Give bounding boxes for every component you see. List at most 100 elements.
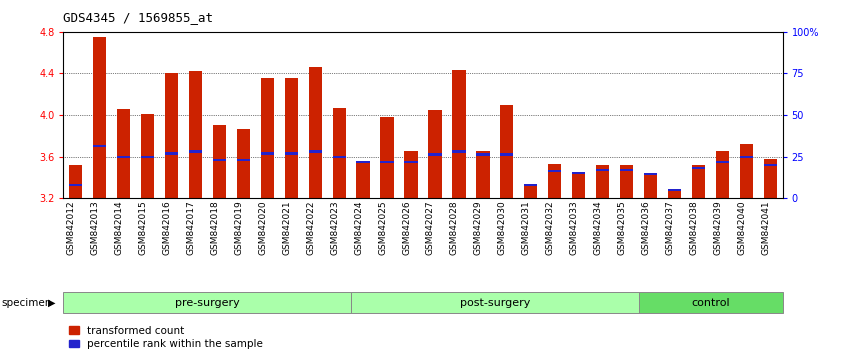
Bar [165, 152, 178, 155]
Text: GSM842017: GSM842017 [186, 200, 195, 255]
Text: GSM842030: GSM842030 [498, 200, 507, 255]
Bar [668, 189, 681, 191]
Text: GSM842021: GSM842021 [283, 200, 291, 255]
Text: GSM842015: GSM842015 [139, 200, 147, 255]
Bar [500, 153, 514, 156]
Bar [453, 150, 465, 153]
Text: GSM842024: GSM842024 [354, 200, 363, 255]
Bar [476, 152, 490, 198]
Bar [140, 114, 154, 198]
Bar [261, 152, 274, 155]
Bar [692, 167, 706, 169]
Bar [692, 165, 706, 198]
Bar [525, 184, 537, 186]
Bar [69, 184, 82, 186]
Bar [620, 169, 634, 171]
Text: GSM842037: GSM842037 [666, 200, 674, 255]
Text: GSM842016: GSM842016 [162, 200, 171, 255]
Bar [716, 152, 729, 198]
Bar [596, 165, 609, 198]
Text: specimen: specimen [2, 298, 52, 308]
Text: GSM842032: GSM842032 [546, 200, 555, 255]
Text: GSM842033: GSM842033 [570, 200, 579, 255]
Bar [381, 117, 393, 198]
Text: control: control [691, 298, 730, 308]
Text: GSM842026: GSM842026 [402, 200, 411, 255]
Bar [140, 155, 154, 158]
Text: GSM842012: GSM842012 [67, 200, 75, 255]
Bar [740, 144, 753, 198]
Bar [381, 161, 393, 163]
Bar [63, 292, 351, 313]
Bar [572, 172, 585, 175]
Bar [596, 169, 609, 171]
Text: GSM842023: GSM842023 [330, 200, 339, 255]
Bar [716, 161, 729, 163]
Text: pre-surgery: pre-surgery [175, 298, 239, 308]
Bar [117, 155, 130, 158]
Bar [261, 78, 274, 198]
Text: post-surgery: post-surgery [459, 298, 530, 308]
Text: GSM842036: GSM842036 [642, 200, 651, 255]
Bar [332, 155, 346, 158]
Bar [639, 292, 783, 313]
Bar [525, 185, 537, 198]
Bar [117, 109, 130, 198]
Bar [69, 165, 82, 198]
Text: GSM842040: GSM842040 [738, 200, 746, 255]
Text: GSM842028: GSM842028 [450, 200, 459, 255]
Text: GSM842018: GSM842018 [211, 200, 219, 255]
Bar [548, 164, 562, 198]
Text: GSM842014: GSM842014 [114, 200, 124, 255]
Text: GSM842034: GSM842034 [594, 200, 602, 255]
Bar [93, 145, 106, 147]
Text: GSM842029: GSM842029 [474, 200, 483, 255]
Bar [189, 72, 202, 198]
Bar [356, 161, 370, 163]
Bar [644, 173, 657, 176]
Text: GSM842025: GSM842025 [378, 200, 387, 255]
Bar [476, 153, 490, 156]
Legend: transformed count, percentile rank within the sample: transformed count, percentile rank withi… [69, 326, 263, 349]
Bar [740, 155, 753, 158]
Bar [668, 190, 681, 198]
Text: GSM842035: GSM842035 [618, 200, 627, 255]
Text: GSM842039: GSM842039 [714, 200, 722, 255]
Text: GSM842027: GSM842027 [426, 200, 435, 255]
Bar [428, 110, 442, 198]
Bar [453, 70, 465, 198]
Text: ▶: ▶ [47, 298, 55, 308]
Bar [644, 174, 657, 198]
Bar [237, 129, 250, 198]
Bar [404, 152, 418, 198]
Bar [332, 108, 346, 198]
Bar [309, 150, 321, 153]
Bar [548, 170, 562, 172]
Bar [237, 159, 250, 161]
Text: GSM842031: GSM842031 [522, 200, 531, 255]
Bar [212, 125, 226, 198]
Bar [572, 173, 585, 198]
Text: GSM842022: GSM842022 [306, 200, 316, 255]
Bar [93, 37, 106, 198]
Text: GSM842020: GSM842020 [258, 200, 267, 255]
Bar [404, 161, 418, 163]
Bar [620, 165, 634, 198]
Text: GSM842041: GSM842041 [761, 200, 771, 255]
Bar [351, 292, 639, 313]
Bar [500, 105, 514, 198]
Text: GDS4345 / 1569855_at: GDS4345 / 1569855_at [63, 11, 213, 24]
Text: GSM842038: GSM842038 [689, 200, 699, 255]
Bar [284, 78, 298, 198]
Text: GSM842019: GSM842019 [234, 200, 244, 255]
Bar [356, 162, 370, 198]
Text: GSM842013: GSM842013 [91, 200, 99, 255]
Bar [212, 159, 226, 161]
Bar [764, 164, 777, 166]
Bar [189, 150, 202, 153]
Bar [284, 152, 298, 155]
Bar [428, 153, 442, 156]
Bar [309, 67, 321, 198]
Bar [165, 73, 178, 198]
Bar [764, 159, 777, 198]
